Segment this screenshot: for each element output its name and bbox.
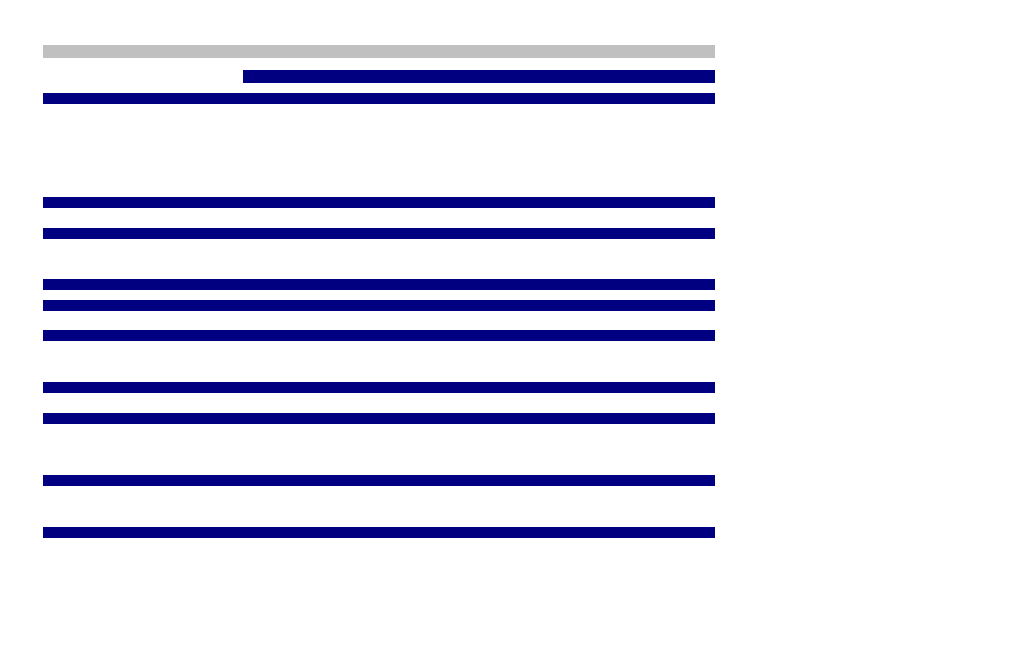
content-bar [43, 93, 715, 104]
content-bar [43, 382, 715, 393]
content-bar [43, 300, 715, 311]
content-bar [43, 279, 715, 290]
content-bar [43, 197, 715, 208]
content-bar [43, 330, 715, 341]
content-bar [43, 228, 715, 239]
header-placeholder-bar [43, 45, 715, 58]
content-bar [43, 475, 715, 486]
content-bar [43, 413, 715, 424]
subheader-bar [243, 70, 715, 83]
content-bar [43, 527, 715, 538]
